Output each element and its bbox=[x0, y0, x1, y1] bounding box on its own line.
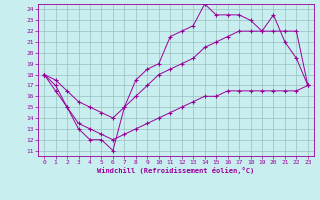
X-axis label: Windchill (Refroidissement éolien,°C): Windchill (Refroidissement éolien,°C) bbox=[97, 167, 255, 174]
